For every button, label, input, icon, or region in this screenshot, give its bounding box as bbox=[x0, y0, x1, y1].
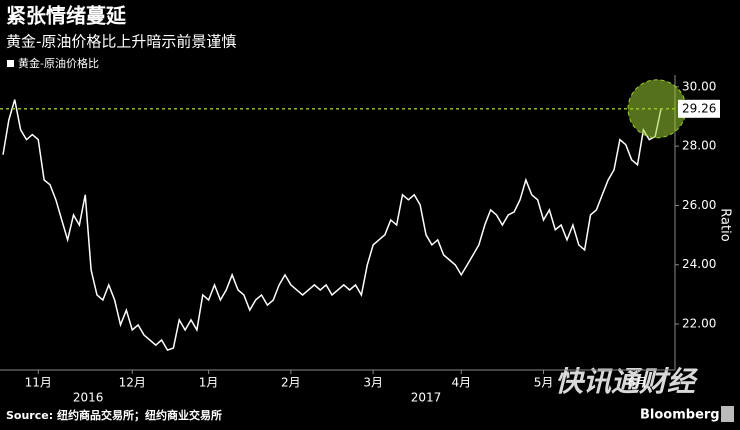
y-axis-label: Ratio bbox=[718, 208, 733, 241]
x-tick-label: 11月 bbox=[25, 376, 52, 390]
x-tick-label: 6月 bbox=[628, 376, 648, 390]
brand-icon bbox=[721, 406, 734, 422]
x-tick-label: 1月 bbox=[199, 376, 219, 390]
brand: Bloomberg bbox=[640, 408, 720, 423]
x-tick-label: 2月 bbox=[281, 376, 301, 390]
data-line bbox=[2, 99, 662, 352]
highlight-circle bbox=[627, 79, 687, 139]
last-value-box bbox=[678, 99, 720, 118]
x-tick-label: 12月 bbox=[119, 376, 146, 390]
y-tick-label: 28.00 bbox=[682, 139, 716, 153]
x-tick-label: 3月 bbox=[363, 376, 383, 390]
source: Source: 纽约商品交易所；纽约商业交易所 bbox=[6, 408, 222, 422]
x-tick-label: 5月 bbox=[534, 376, 554, 390]
y-tick-label: 22.00 bbox=[682, 317, 716, 331]
year-label: 2016 bbox=[73, 391, 104, 405]
legend-swatch bbox=[7, 60, 14, 67]
y-tick-label: 26.00 bbox=[682, 198, 716, 212]
chart-title: 紧张情绪蔓延 bbox=[6, 4, 127, 28]
x-tick-label: 4月 bbox=[451, 376, 471, 390]
y-tick-label: 30.00 bbox=[682, 79, 716, 93]
chart-subtitle: 黄金-原油价格比上升暗示前景谨慎 bbox=[6, 33, 236, 51]
year-label: 2017 bbox=[411, 391, 442, 405]
y-tick-label: 24.00 bbox=[682, 257, 716, 271]
legend-label: 黄金-原油价格比 bbox=[18, 56, 99, 70]
last-value-label: 29.26 bbox=[682, 101, 716, 115]
